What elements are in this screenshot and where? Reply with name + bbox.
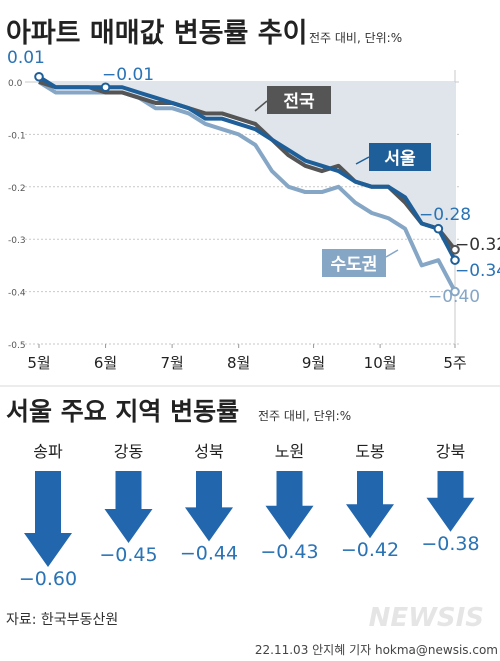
- annotation-june: −0.01: [102, 65, 154, 85]
- top-chart-unit: 전주 대비, 단위:%: [309, 31, 402, 45]
- bar-item: 성북 −0.44: [180, 442, 238, 564]
- line-chart-series: [34, 71, 460, 297]
- bar-category-label: 노원: [275, 442, 304, 461]
- bar-value-label: −0.43: [260, 541, 318, 563]
- bar-item: 강북 −0.38: [421, 442, 479, 555]
- x-tick-label: 9월: [302, 354, 325, 372]
- annotation-start: 0.01: [7, 48, 45, 68]
- legend-national-label: 전국: [283, 92, 315, 112]
- bar-item: 송파 −0.60: [19, 442, 77, 590]
- annotation-seoul: −0.34: [455, 261, 500, 281]
- bar-value-label: −0.42: [341, 539, 399, 561]
- bar-item: 도봉 −0.42: [341, 442, 399, 561]
- header-bg: [0, 0, 500, 56]
- bottom-chart-unit: 전주 대비, 단위:%: [258, 409, 351, 423]
- data-point-marker: [100, 82, 111, 93]
- y-tick-label: -0.1: [8, 131, 26, 141]
- bar-category-label: 송파: [33, 442, 63, 461]
- x-tick-label: 7월: [160, 354, 183, 372]
- y-tick-label: -0.2: [8, 184, 26, 194]
- bar-value-label: −0.60: [19, 568, 77, 590]
- bar-item: 노원 −0.43: [260, 442, 318, 563]
- x-tick-label: 5월: [27, 354, 50, 372]
- legend-metro: 수도권: [322, 249, 399, 277]
- bar-category-label: 강북: [436, 442, 465, 461]
- bar-arrow: [185, 471, 233, 542]
- data-point-marker: [450, 255, 460, 265]
- bar-value-label: −0.45: [99, 544, 157, 566]
- data-point-marker: [34, 71, 44, 82]
- bar-value-label: −0.44: [180, 542, 238, 564]
- bar-category-label: 성북: [194, 442, 223, 461]
- top-chart-title: 아파트 매매값 변동률 추이: [6, 18, 307, 49]
- newsis-logo: NEWSIS: [369, 603, 484, 633]
- national-area: [39, 82, 455, 250]
- annotation-national: −0.32: [455, 235, 500, 255]
- bar-arrow: [265, 471, 314, 540]
- legend-metro-label: 수도권: [331, 255, 378, 275]
- line-chart-area: [39, 82, 455, 250]
- annotation-metro: −0.40: [428, 287, 480, 307]
- x-tick-label: 5주: [443, 354, 466, 372]
- credit-line: 22.11.03 안지혜 기자 hokma@newsis.com: [255, 643, 498, 657]
- data-point-marker: [433, 223, 444, 234]
- x-axis-ticks: 5월 6월 7월 8월 9월 10월 5주: [27, 344, 467, 372]
- bar-category-label: 강동: [114, 442, 143, 461]
- data-point-marker: [450, 244, 460, 255]
- source-note: 자료: 한국부동산원: [6, 612, 118, 628]
- y-tick-label: 0.0: [8, 79, 23, 89]
- bar-value-label: −0.38: [421, 533, 479, 555]
- y-tick-label: -0.4: [8, 289, 26, 299]
- x-tick-label: 10월: [364, 354, 397, 372]
- bar-arrow: [346, 471, 394, 539]
- data-point-marker: [450, 286, 460, 297]
- x-tick-label: 8월: [227, 354, 250, 372]
- y-tick-label: -0.5: [8, 341, 26, 351]
- bar-item: 강동 −0.45: [99, 442, 157, 566]
- bar-arrow: [104, 471, 153, 543]
- legend-seoul-label: 서울: [384, 149, 416, 169]
- y-tick-label: -0.3: [8, 236, 26, 246]
- legend-national: 전국: [254, 86, 331, 114]
- bar-arrow: [426, 471, 475, 532]
- bar-category-label: 도봉: [355, 442, 384, 461]
- bar-chart: 송파 −0.60 강동 −0.45 성북 −0.44 노원 −0.43 도봉 −0.42 강북 −0.…: [19, 442, 480, 590]
- x-tick-label: 6월: [94, 354, 117, 372]
- bar-arrow: [24, 471, 72, 567]
- bottom-chart-title: 서울 주요 지역 변동률: [6, 397, 239, 426]
- legend-seoul: 서울: [355, 143, 431, 171]
- y-axis-ticks: 0.0 -0.1 -0.2 -0.3 -0.4 -0.5: [8, 79, 26, 351]
- annotation-prev-week: −0.28: [419, 205, 471, 225]
